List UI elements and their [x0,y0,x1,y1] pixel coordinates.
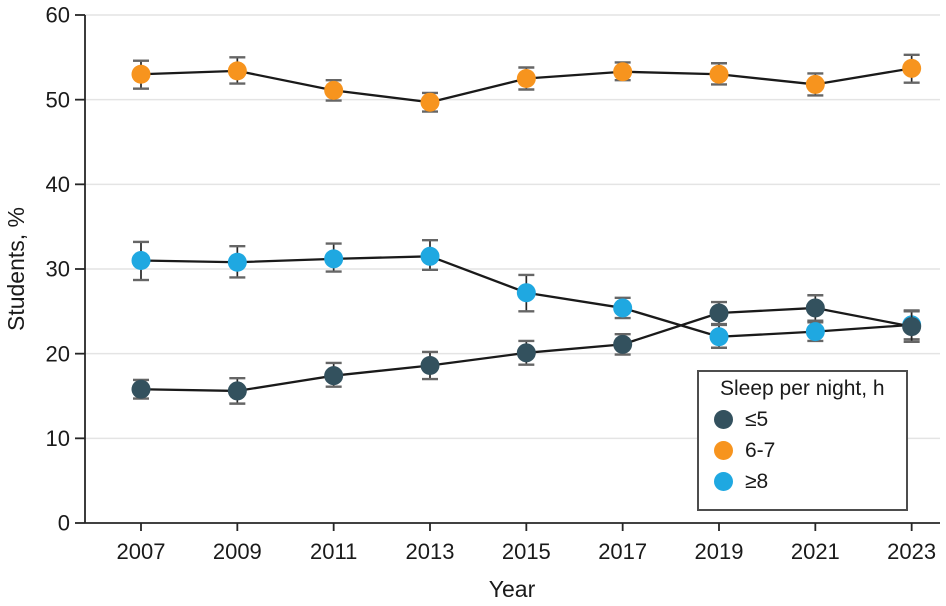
y-tick-label: 10 [46,426,70,451]
data-point-marker [227,61,247,81]
data-point-marker [709,64,729,84]
legend-item-label: ≥8 [745,469,769,493]
data-point-marker [324,366,344,386]
data-point-marker [902,58,922,78]
x-axis-title: Year [489,576,536,602]
data-point-marker [805,322,825,342]
series-≤5 [131,294,922,405]
legend-item-label: 6-7 [745,438,776,462]
y-tick-label: 50 [46,87,70,112]
data-point-marker [709,303,729,323]
data-point-marker [516,283,536,303]
x-tick-label: 2019 [695,539,744,564]
data-point-marker [131,64,151,84]
data-point-marker [902,317,922,337]
data-point-marker [227,381,247,401]
axes: 0 10 20 30 40 50 60 2007 2009 2011 2013 2015 2017 201… [46,3,940,564]
data-point-marker [516,343,536,363]
data-point-marker [324,249,344,269]
series-layer [131,53,922,405]
legend: Sleep per night, h ≤5 6-7 ≥8 [697,370,908,511]
data-point-marker [420,92,440,112]
legend-item: ≤5 [714,404,906,435]
legend-marker-icon [714,410,733,429]
legend-marker-icon [714,441,733,460]
data-point-marker [324,80,344,100]
y-tick-label: 60 [46,3,70,28]
data-point-marker [131,379,151,399]
legend-item-label: ≤5 [745,407,769,431]
data-point-marker [613,298,633,318]
data-point-marker [805,298,825,318]
legend-marker-icon [714,472,733,491]
series-6-7 [131,53,922,113]
y-tick-label: 40 [46,172,70,197]
x-tick-label: 2007 [117,539,166,564]
data-point-marker [420,246,440,266]
x-tick-label: 2017 [598,539,647,564]
y-tick-label: 0 [58,511,70,536]
y-tick-label: 20 [46,341,70,366]
legend-items: ≤5 6-7 ≥8 [714,404,906,497]
legend-item: ≥8 [714,466,906,497]
data-point-marker [420,356,440,376]
data-point-marker [613,334,633,354]
legend-item: 6-7 [714,435,906,466]
x-tick-label: 2011 [310,539,357,564]
data-point-marker [709,327,729,347]
y-axis-title: Students, % [3,207,29,331]
data-point-marker [516,69,536,88]
x-tick-label: 2013 [406,539,455,564]
data-point-marker [805,74,825,94]
data-point-marker [227,252,247,272]
data-point-marker [131,251,151,271]
x-tick-label: 2015 [502,539,551,564]
x-tick-label: 2009 [213,539,262,564]
data-point-marker [613,62,633,82]
legend-title: Sleep per night, h [720,377,885,400]
x-tick-label: 2021 [791,539,840,564]
y-tick-label: 30 [46,257,70,282]
x-tick-label: 2023 [887,539,936,564]
series-≥8 [131,239,922,349]
